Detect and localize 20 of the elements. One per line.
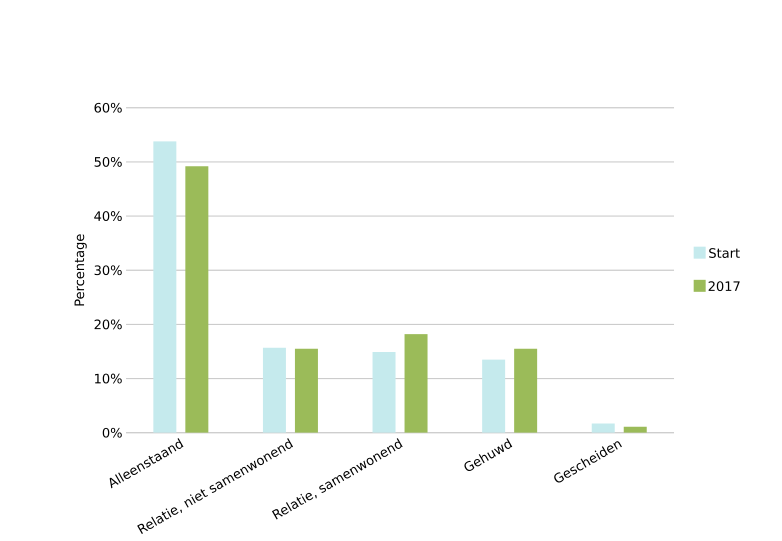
bar xyxy=(482,360,506,433)
bar xyxy=(514,349,538,433)
y-axis-title: Percentage xyxy=(74,234,87,306)
legend-label: Start xyxy=(709,248,740,258)
bar xyxy=(153,142,176,433)
bar xyxy=(185,166,208,433)
bar xyxy=(372,352,396,433)
bar xyxy=(592,424,615,433)
y-tick-label: 40% xyxy=(94,211,122,222)
bar xyxy=(294,349,318,433)
bar xyxy=(624,427,647,433)
y-tick-label: 20% xyxy=(94,320,122,330)
y-tick-label: 60% xyxy=(94,103,122,113)
bar xyxy=(404,334,428,433)
y-tick-label: 0% xyxy=(102,428,122,438)
y-tick-label: 30% xyxy=(94,266,122,276)
y-tick-label: 50% xyxy=(94,157,122,168)
legend-label: 2017 xyxy=(708,282,740,292)
y-tick-label: 10% xyxy=(95,374,122,384)
bar xyxy=(262,348,286,433)
